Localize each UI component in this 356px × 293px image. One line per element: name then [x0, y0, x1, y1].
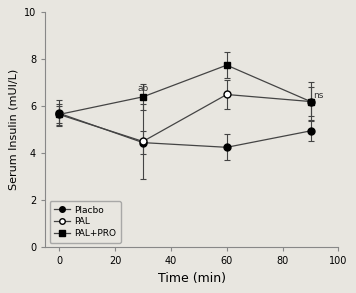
Y-axis label: Serum Insulin (mUI/L): Serum Insulin (mUI/L)	[8, 69, 18, 190]
Text: ns: ns	[313, 91, 324, 100]
Text: ab: ab	[137, 84, 148, 93]
X-axis label: Time (min): Time (min)	[158, 272, 226, 285]
Legend: Placbo, PAL, PAL+PRO: Placbo, PAL, PAL+PRO	[50, 201, 121, 243]
